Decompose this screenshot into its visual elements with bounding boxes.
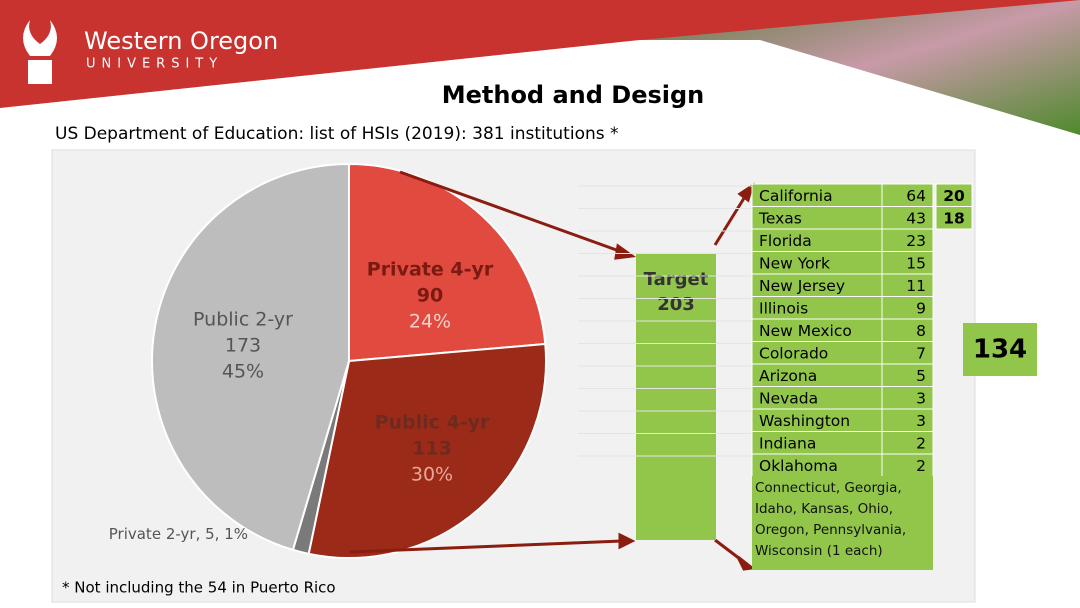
slice-percent: 30% (411, 464, 453, 486)
pie-slice (307, 342, 547, 559)
slice-name: Public 4-yr (375, 412, 490, 434)
state-name: Colorado (759, 344, 828, 362)
state-count: 5 (916, 367, 926, 385)
slice-label: Private 2-yr, 5, 1% (109, 525, 248, 543)
target-value: 203 (657, 294, 695, 315)
slice-percent: 1% (224, 525, 248, 543)
slice-value: 173 (225, 335, 261, 357)
state-count: 64 (906, 187, 926, 205)
header-photo (640, 0, 1080, 135)
state-name: Arizona (759, 367, 817, 385)
slice-name: Public 2-yr (193, 309, 293, 331)
state-count: 23 (906, 232, 926, 250)
target-label: Target (644, 269, 709, 290)
state-count: 11 (906, 277, 926, 295)
slice-percent: 45% (222, 361, 264, 383)
slice-name: Private 2-yr (109, 525, 197, 543)
logo: Western Oregon UNIVERSITY (23, 20, 278, 84)
state-count: 15 (906, 254, 926, 272)
pie-slice (150, 162, 350, 552)
arrows (349, 170, 756, 571)
state-name: New York (759, 254, 830, 272)
title: Method and Design (442, 81, 705, 109)
state-name: Texas (758, 209, 802, 227)
others-box (752, 476, 933, 570)
logo-sub: UNIVERSITY (86, 57, 223, 72)
target-box (636, 253, 716, 540)
state-count: 3 (916, 389, 926, 407)
slice-value: 90 (417, 285, 443, 307)
extra-cell (935, 206, 973, 230)
state-count: 2 (916, 457, 926, 475)
state-name: Washington (759, 412, 850, 430)
slice-name: Private 4-yr (367, 259, 494, 281)
logo-name: Western Oregon (84, 27, 278, 55)
pie: Private 4-yr 90 24% Public 4-yr 113 30% Privat… (109, 162, 547, 559)
pie-slice (348, 162, 547, 363)
state-name: Florida (759, 232, 812, 250)
separator: , (196, 525, 206, 543)
state-name: Illinois (759, 299, 808, 317)
total-value: 134 (973, 335, 1027, 365)
state-count: 2 (916, 434, 926, 452)
state-count: 43 (906, 209, 926, 227)
state-count: 7 (916, 344, 926, 362)
subtitle: US Department of Education: list of HSIs… (55, 124, 619, 144)
slice-value: 5 (205, 525, 215, 543)
state-name: New Jersey (759, 277, 845, 295)
slice-value: 113 (412, 438, 452, 460)
others-text: Connecticut, Georgia, Idaho, Kansas, Ohi… (755, 480, 907, 559)
state-name: California (759, 187, 833, 205)
extra-count: 20 (943, 187, 965, 205)
state-name: Nevada (759, 389, 818, 407)
slice-percent: 24% (409, 311, 451, 333)
footnote: * Not including the 54 in Puerto Rico (62, 579, 336, 597)
others-fo: Connecticut, Georgia, Idaho, Kansas, Ohi… (755, 480, 907, 559)
state-name: Indiana (759, 434, 816, 452)
separator: , (215, 525, 225, 543)
state-count: 8 (916, 322, 926, 340)
state-count: 9 (916, 299, 926, 317)
state-count: 3 (916, 412, 926, 430)
state-name: Oklahoma (759, 457, 838, 475)
total-box (963, 323, 1037, 376)
extra-count: 18 (943, 209, 965, 227)
state-name: New Mexico (759, 322, 852, 340)
